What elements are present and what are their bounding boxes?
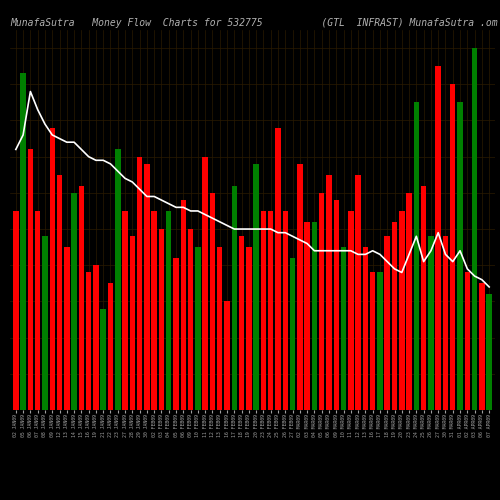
Bar	[72, 193, 77, 410]
Bar	[246, 247, 252, 410]
Bar	[78, 186, 84, 410]
Bar	[158, 229, 164, 410]
Bar	[421, 186, 426, 410]
Bar	[144, 164, 150, 410]
Bar	[290, 258, 296, 410]
Text: MunafaSutra   Money Flow  Charts for 532775          (GTL  INFRAST) MunafaSutra : MunafaSutra Money Flow Charts for 532775…	[10, 18, 498, 28]
Bar	[319, 193, 324, 410]
Bar	[458, 102, 463, 410]
Bar	[217, 247, 222, 410]
Bar	[152, 211, 157, 410]
Bar	[428, 236, 434, 410]
Bar	[356, 175, 361, 410]
Bar	[239, 236, 244, 410]
Bar	[224, 302, 230, 410]
Bar	[436, 66, 441, 410]
Bar	[334, 200, 339, 410]
Bar	[341, 247, 346, 410]
Bar	[464, 272, 470, 410]
Bar	[64, 247, 70, 410]
Bar	[35, 211, 40, 410]
Bar	[268, 211, 274, 410]
Bar	[232, 186, 237, 410]
Bar	[377, 272, 382, 410]
Bar	[304, 222, 310, 410]
Bar	[57, 175, 62, 410]
Bar	[370, 272, 376, 410]
Bar	[50, 128, 55, 410]
Bar	[297, 164, 302, 410]
Bar	[384, 236, 390, 410]
Bar	[486, 294, 492, 410]
Bar	[122, 211, 128, 410]
Bar	[348, 211, 354, 410]
Bar	[130, 236, 135, 410]
Bar	[86, 272, 92, 410]
Bar	[180, 200, 186, 410]
Bar	[174, 258, 179, 410]
Bar	[108, 284, 113, 410]
Bar	[282, 211, 288, 410]
Bar	[450, 84, 456, 410]
Bar	[254, 164, 259, 410]
Bar	[479, 284, 484, 410]
Bar	[93, 265, 98, 410]
Bar	[326, 175, 332, 410]
Bar	[312, 222, 317, 410]
Bar	[28, 150, 33, 410]
Bar	[392, 222, 397, 410]
Bar	[362, 247, 368, 410]
Bar	[260, 211, 266, 410]
Bar	[399, 211, 404, 410]
Bar	[406, 193, 412, 410]
Bar	[100, 308, 106, 410]
Bar	[137, 156, 142, 410]
Bar	[42, 236, 48, 410]
Bar	[276, 128, 280, 410]
Bar	[210, 193, 215, 410]
Bar	[202, 156, 208, 410]
Bar	[472, 48, 478, 410]
Bar	[20, 74, 26, 410]
Bar	[115, 150, 120, 410]
Bar	[188, 229, 194, 410]
Bar	[195, 247, 200, 410]
Bar	[442, 236, 448, 410]
Bar	[414, 102, 419, 410]
Bar	[13, 211, 18, 410]
Bar	[166, 211, 172, 410]
